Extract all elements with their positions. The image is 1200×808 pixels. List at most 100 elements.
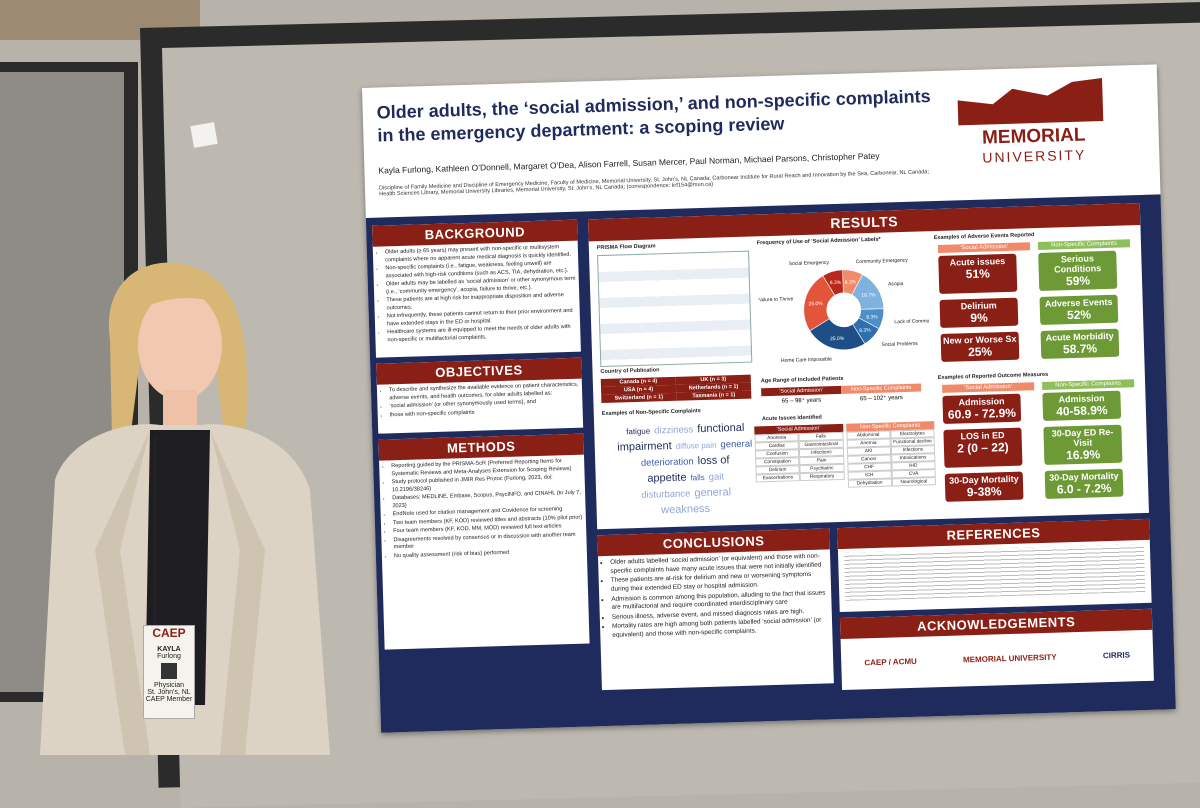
outcome-box: Adverse Events 52% bbox=[1039, 294, 1119, 325]
badge-last: Furlong bbox=[157, 653, 181, 660]
segment-value-label: 25.0% bbox=[830, 336, 845, 342]
bullet-list: Older adults (≥ 65 years) may present wi… bbox=[373, 244, 581, 346]
outcome-value: 9% bbox=[970, 310, 988, 326]
outcome-label: Serious Conditions bbox=[1054, 253, 1102, 275]
outcome-value: 9-38% bbox=[966, 484, 1002, 500]
poster-title: Older adults, the ‘social admission,’ an… bbox=[376, 86, 931, 146]
segment-value-label: 8.3% bbox=[866, 314, 878, 320]
outcome-value: 6.0 - 7.2% bbox=[1056, 480, 1112, 497]
section-heading: CONCLUSIONS bbox=[597, 528, 830, 557]
table-title: Age Range of Included Patients bbox=[760, 375, 844, 385]
word-cloud: fatigue dizziness functional impairment dif… bbox=[614, 419, 757, 519]
table-title: Acute Issues Identified bbox=[761, 414, 822, 423]
segment-name: Home Care Impossible bbox=[781, 356, 832, 364]
bullet-list: To describe and synthesize the available… bbox=[377, 382, 583, 420]
donut-chart: 8.3% Community Emergency 16.7% Acopia 8.3% La… bbox=[757, 258, 931, 364]
cloud-word: diffuse pain bbox=[675, 440, 717, 451]
acute-issues-column: ‘Social Admission’ Anorexia Falls Cardiac Ga… bbox=[754, 423, 845, 491]
outcome-value: 60.9 - 72.9% bbox=[947, 405, 1017, 422]
badge-role: Physician bbox=[154, 682, 184, 689]
cloud-word: falls bbox=[690, 473, 705, 483]
logo-mark bbox=[957, 78, 1104, 126]
outcome-grid: ‘Social Admission’ Non-Specific Complaint… bbox=[934, 239, 1137, 365]
country-cell: Tasmania (n = 1) bbox=[676, 390, 752, 401]
table-cell: Neurological bbox=[891, 477, 937, 487]
section-heading: BACKGROUND bbox=[372, 219, 578, 247]
outcome-box: Serious Conditions 59% bbox=[1038, 250, 1118, 291]
outcome-box: 30-Day Mortality 9-38% bbox=[944, 471, 1024, 502]
acute-issues-table: ‘Social Admission’ Anorexia Falls Cardiac Ga… bbox=[754, 421, 937, 491]
outcome-box: LOS in ED 2 (0 – 22) bbox=[943, 427, 1023, 468]
cloud-word: dizziness bbox=[654, 424, 694, 437]
column-header: ‘Social Admission’ bbox=[937, 242, 1031, 253]
poster-body: BACKGROUNDOlder adults (≥ 65 years) may … bbox=[365, 194, 1176, 733]
segment-name: Failure to Thrive bbox=[757, 296, 793, 303]
outcome-value: 25% bbox=[967, 344, 993, 360]
segment-value-label: 16.7% bbox=[861, 292, 876, 298]
references-section: REFERENCES bbox=[837, 518, 1152, 613]
badge-member: CAEP Member bbox=[145, 696, 193, 703]
age-table: ‘Social Admission’ Non-Specific Complaint… bbox=[761, 383, 922, 408]
sponsor-logo: CAEP / ACMU bbox=[864, 656, 917, 667]
donut-segment bbox=[822, 269, 844, 296]
table-cell: Dehydration bbox=[847, 478, 892, 488]
outcome-value: 58.7% bbox=[1062, 341, 1098, 357]
outcome-grid: ‘Social Admission’ Non-Specific Complaint… bbox=[938, 379, 1141, 505]
bullet-list: Older adults labelled ‘social admission’… bbox=[598, 552, 832, 641]
acute-issues-grid: Anorexia Falls Cardiac Gastrointestinal Conf… bbox=[754, 431, 845, 483]
objectives-section: OBJECTIVESTo describe and synthesize the… bbox=[376, 357, 584, 434]
outcome-value: 52% bbox=[1066, 307, 1092, 323]
outcome-box: Acute Morbidity 58.7% bbox=[1040, 328, 1120, 359]
segment-name: Social Emergency bbox=[789, 260, 830, 267]
column-header: Non-Specific Complaints bbox=[1042, 379, 1135, 390]
segment-name: Social Problems bbox=[882, 341, 919, 348]
segment-value-label: 8.3% bbox=[845, 279, 857, 285]
column-header: ‘Social Admission’ bbox=[942, 382, 1035, 393]
badge-org: CAEP bbox=[152, 626, 186, 640]
outcome-box: 30-Day Mortality 6.0 - 7.2% bbox=[1044, 468, 1124, 499]
section-heading: METHODS bbox=[378, 433, 584, 461]
cloud-word: fatigue bbox=[626, 426, 651, 437]
segment-name: Acopia bbox=[888, 281, 904, 287]
conclusions-section: CONCLUSIONSOlder adults labelled ‘social… bbox=[597, 528, 834, 691]
methods-section: METHODSReporting guided by the PRISMA-Sc… bbox=[378, 433, 590, 650]
segment-name: Lack of Community Support bbox=[894, 317, 930, 325]
outcome-box: Admission 40-58.9% bbox=[1042, 390, 1122, 421]
badge-qr bbox=[161, 663, 177, 679]
pin-note bbox=[190, 122, 218, 148]
outcome-value: 59% bbox=[1065, 273, 1091, 289]
affiliations: Discipline of Family Medicine and Discip… bbox=[378, 169, 930, 198]
sponsor-logo: CIRRIS bbox=[1102, 649, 1131, 660]
outcome-value: 51% bbox=[965, 266, 991, 282]
section-heading: OBJECTIVES bbox=[376, 357, 582, 385]
figure-title: Frequency of Use of ‘Social Admission’ L… bbox=[756, 236, 881, 247]
sponsor-logo: MEMORIAL UNIVERSITY bbox=[962, 652, 1057, 664]
outcome-value: 2 (0 – 22) bbox=[957, 439, 1009, 456]
logo-row: CAEP / ACMU MEMORIAL UNIVERSITY CIRRIS bbox=[841, 630, 1154, 687]
outcome-box: 30-Day ED Re-Visit 16.9% bbox=[1043, 424, 1123, 465]
segment-value-label: 8.3% bbox=[830, 280, 842, 286]
badge-first: KAYLA bbox=[157, 646, 181, 653]
acknowledgements-section: ACKNOWLEDGEMENTS CAEP / ACMU MEMORIAL UNIV… bbox=[839, 608, 1154, 691]
background-section: BACKGROUNDOlder adults (≥ 65 years) may … bbox=[372, 219, 581, 358]
segment-name: Community Emergency bbox=[856, 258, 909, 266]
logo-sub: UNIVERSITY bbox=[982, 146, 1087, 166]
name-badge: CAEP KAYLA Furlong Physician St. John's,… bbox=[143, 625, 195, 719]
country-grid: Canada (n = 4) UK (n = 3) USA (n = 4) Nethe… bbox=[600, 374, 752, 404]
figure-title: PRISMA Flow Diagram bbox=[596, 243, 656, 252]
acute-issues-grid: Abdominal Electrolytes Anemia Functional de… bbox=[845, 429, 937, 488]
outcome-label: 30-Day ED Re-Visit bbox=[1051, 426, 1114, 449]
outcome-value: 40-58.9% bbox=[1056, 403, 1108, 419]
table-cell: Respiratory bbox=[799, 471, 845, 482]
bullet-list: Reporting guided by the PRISMA-ScR (Pref… bbox=[379, 458, 587, 562]
prisma-diagram bbox=[597, 250, 753, 368]
outcome-box: Acute issues 51% bbox=[938, 253, 1018, 294]
segment-value-label: 8.3% bbox=[859, 327, 871, 333]
country-cell: Switzerland (n = 1) bbox=[601, 392, 677, 404]
outcome-value: 16.9% bbox=[1065, 447, 1101, 463]
segment-value-label: 25.0% bbox=[808, 301, 823, 307]
presenter bbox=[40, 262, 330, 755]
poster: Older adults, the ‘social admission,’ an… bbox=[362, 64, 1176, 733]
column-header: Non-Specific Complaints bbox=[1037, 239, 1131, 251]
table-cell: 65 – 98⁺ years bbox=[781, 397, 822, 405]
